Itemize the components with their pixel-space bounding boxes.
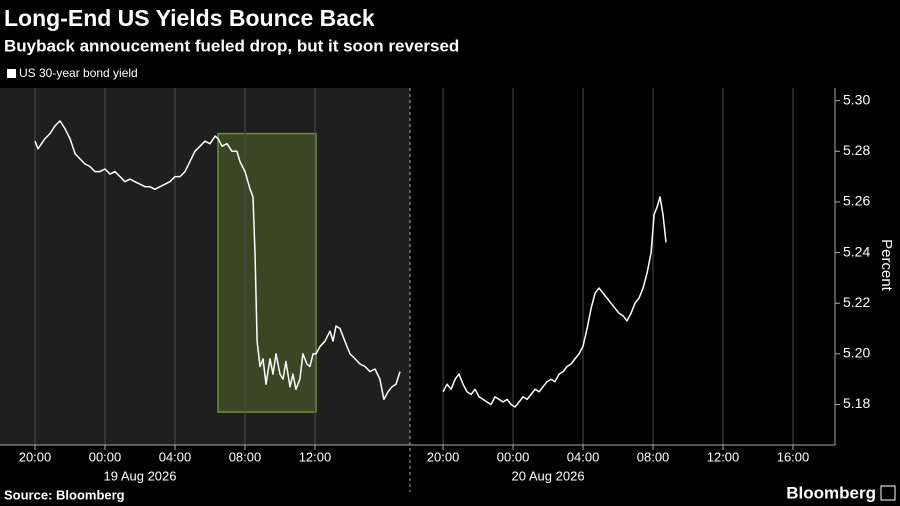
panel-background: [410, 88, 835, 445]
x-tick-label: 20:00: [19, 449, 52, 464]
line-series: [442, 196, 667, 408]
y-axis-label: Percent: [878, 239, 895, 292]
source: Source: Bloomberg: [4, 487, 125, 502]
y-tick-label: 5.20: [843, 345, 870, 361]
y-tick-label: 5.30: [843, 91, 870, 107]
y-tick-label: 5.18: [843, 395, 870, 411]
highlight-box: [217, 132, 317, 413]
x-tick-label: 00:00: [497, 449, 530, 464]
x-tick-label: 12:00: [707, 449, 740, 464]
legend-label: US 30-year bond yield: [19, 66, 138, 80]
legend-swatch: [7, 69, 16, 78]
chart-subtitle: Buyback annoucement fueled drop, but it …: [4, 36, 459, 55]
backgrounds: [0, 88, 835, 445]
brand-icon: [880, 485, 896, 501]
x-date-label: 20 Aug 2026: [512, 468, 585, 483]
y-tick-label: 5.22: [843, 294, 870, 310]
brand: Bloomberg: [786, 483, 876, 502]
x-tick-label: 12:00: [299, 449, 332, 464]
x-tick-label: 08:00: [229, 449, 262, 464]
x-date-label: 19 Aug 2026: [103, 468, 176, 483]
panel-background: [0, 88, 410, 445]
y-tick-label: 5.24: [843, 243, 870, 259]
y-tick-label: 5.26: [843, 193, 870, 209]
x-tick-label: 16:00: [777, 449, 810, 464]
x-tick-label: 00:00: [89, 449, 122, 464]
line-series: [34, 120, 401, 401]
x-tick-label: 04:00: [567, 449, 600, 464]
x-tick-label: 04:00: [159, 449, 192, 464]
x-tick-label: 20:00: [427, 449, 460, 464]
y-tick-label: 5.28: [843, 142, 870, 158]
x-tick-label: 08:00: [637, 449, 670, 464]
chart-title: Long-End US Yields Bounce Back: [4, 5, 375, 31]
